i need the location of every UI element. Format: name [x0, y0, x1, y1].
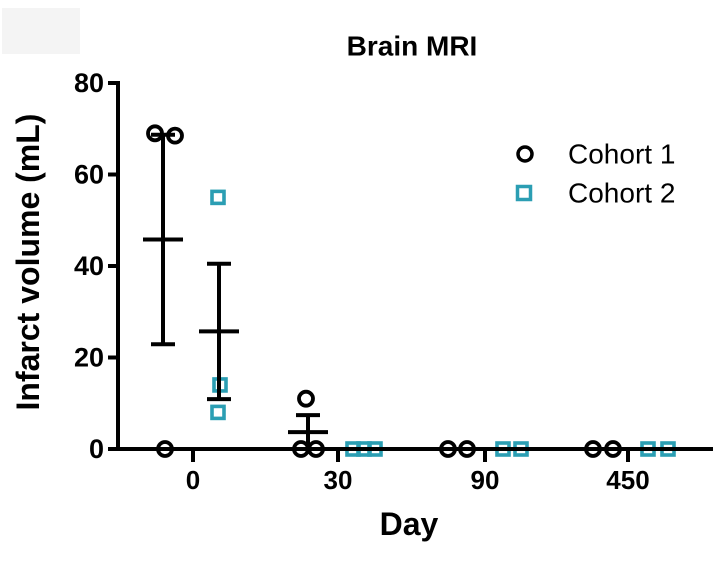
tick-labels-layer: 0 30 90 450 0 20 40 60 80 — [74, 68, 650, 495]
chart-title: Brain MRI — [347, 31, 478, 62]
cohort-1-legend-marker-icon — [516, 145, 534, 163]
x-tick-label: 30 — [324, 465, 353, 495]
y-axis-title: Infarct volume (mL) — [10, 114, 46, 411]
cohort-1-legend-label: Cohort 1 — [568, 139, 675, 170]
cohort-1-data-point — [297, 389, 315, 408]
axes-layer — [108, 81, 713, 462]
cohort-2-data-point — [210, 404, 226, 421]
y-tick-label: 40 — [74, 251, 104, 281]
cohort-2-legend-label: Cohort 2 — [568, 178, 675, 209]
x-axis-title: Day — [380, 506, 439, 542]
cohort-2-data-point — [210, 189, 226, 206]
y-tick-label: 20 — [74, 343, 104, 373]
x-tick-label: 450 — [606, 465, 649, 495]
x-tick-label: 90 — [471, 465, 500, 495]
y-tick-label: 0 — [89, 434, 104, 464]
y-tick-label: 60 — [74, 160, 104, 190]
legend: Cohort 1 Cohort 2 — [515, 139, 675, 209]
x-tick-label: 0 — [186, 465, 200, 495]
data-points-layer — [146, 124, 676, 458]
y-tick-label: 80 — [74, 68, 104, 98]
cohort-2-legend-marker-icon — [515, 184, 533, 202]
corner-artifact — [2, 8, 80, 54]
